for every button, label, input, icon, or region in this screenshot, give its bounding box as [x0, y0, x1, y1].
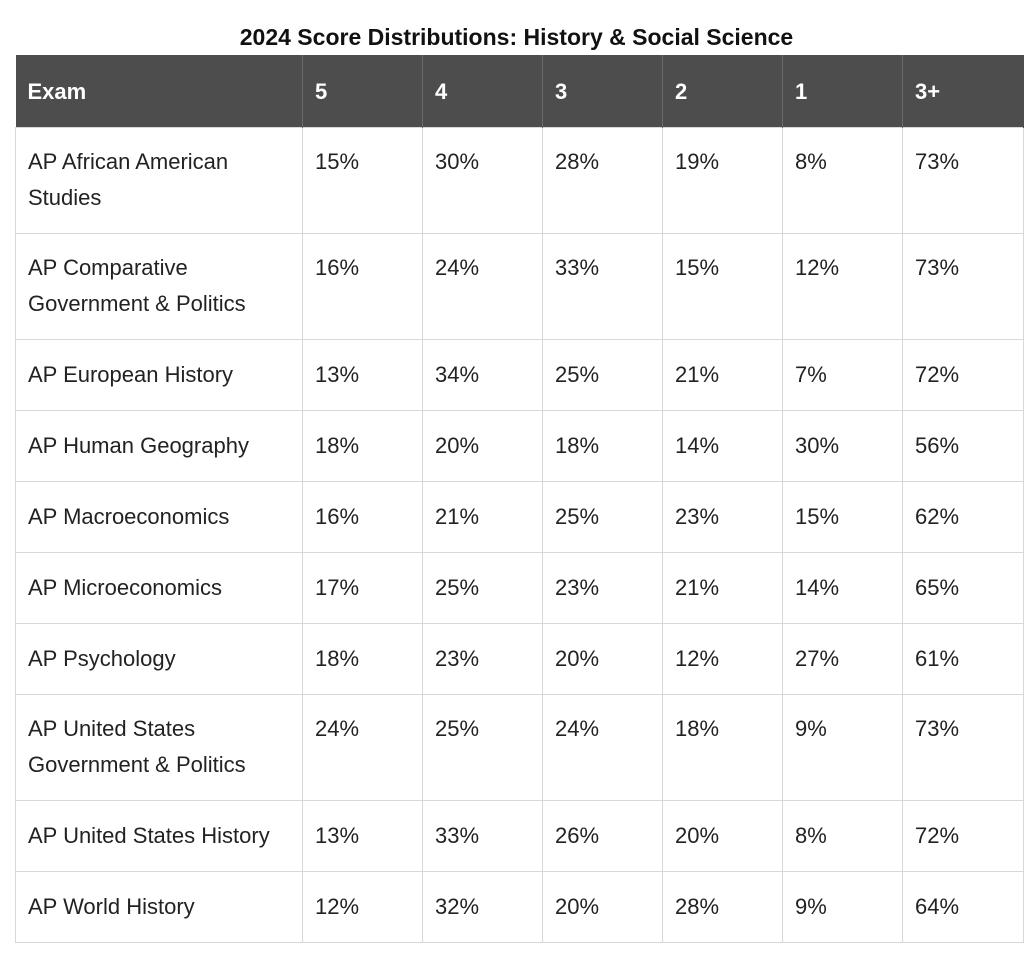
score-1-cell: 14% [782, 552, 903, 624]
score-4-cell: 21% [422, 481, 543, 553]
score-5-cell: 12% [302, 871, 423, 943]
score-3-cell: 25% [542, 339, 663, 411]
score-1-cell: 8% [782, 127, 903, 234]
header-score-3: 3 [542, 55, 663, 128]
score-2-cell: 21% [662, 339, 783, 411]
exam-name-cell: AP Comparative Government & Politics [15, 233, 303, 340]
score-2-cell: 19% [662, 127, 783, 234]
score-4-cell: 25% [422, 552, 543, 624]
score-3-plus-cell: 61% [902, 623, 1024, 695]
header-score-3-plus: 3+ [902, 55, 1024, 128]
score-2-cell: 14% [662, 410, 783, 482]
exam-name-cell: AP African American Studies [15, 127, 303, 234]
table-row: AP World History 12% 32% 20% 28% 9% 64% [15, 871, 1024, 943]
score-3-cell: 33% [542, 233, 663, 340]
score-3-plus-cell: 56% [902, 410, 1024, 482]
score-3-plus-cell: 73% [902, 694, 1024, 801]
score-5-cell: 16% [302, 481, 423, 553]
exam-name-cell: AP World History [15, 871, 303, 943]
score-4-cell: 33% [422, 800, 543, 872]
score-3-cell: 23% [542, 552, 663, 624]
score-3-cell: 20% [542, 623, 663, 695]
score-distribution-table: Exam 5 4 3 2 1 3+ AP African American St… [15, 55, 1024, 943]
score-1-cell: 15% [782, 481, 903, 553]
header-score-4: 4 [422, 55, 543, 128]
score-4-cell: 25% [422, 694, 543, 801]
score-3-cell: 18% [542, 410, 663, 482]
score-4-cell: 30% [422, 127, 543, 234]
score-3-plus-cell: 73% [902, 127, 1024, 234]
score-3-plus-cell: 72% [902, 800, 1024, 872]
score-4-cell: 23% [422, 623, 543, 695]
score-2-cell: 23% [662, 481, 783, 553]
exam-name-cell: AP European History [15, 339, 303, 411]
exam-name-cell: AP Macroeconomics [15, 481, 303, 553]
score-2-cell: 15% [662, 233, 783, 340]
score-5-cell: 13% [302, 339, 423, 411]
table-row: AP Psychology 18% 23% 20% 12% 27% 61% [15, 623, 1024, 695]
score-3-plus-cell: 73% [902, 233, 1024, 340]
score-1-cell: 7% [782, 339, 903, 411]
exam-name-cell: AP United States Government & Politics [15, 694, 303, 801]
table-header-row: Exam 5 4 3 2 1 3+ [15, 55, 1024, 128]
score-4-cell: 20% [422, 410, 543, 482]
score-5-cell: 18% [302, 410, 423, 482]
score-2-cell: 18% [662, 694, 783, 801]
score-3-cell: 28% [542, 127, 663, 234]
score-1-cell: 30% [782, 410, 903, 482]
table-row: AP Microeconomics 17% 25% 23% 21% 14% 65… [15, 552, 1024, 624]
table-title: 2024 Score Distributions: History & Soci… [239, 24, 794, 50]
score-1-cell: 27% [782, 623, 903, 695]
exam-name-cell: AP United States History [15, 800, 303, 872]
score-1-cell: 12% [782, 233, 903, 340]
exam-name-cell: AP Microeconomics [15, 552, 303, 624]
score-5-cell: 15% [302, 127, 423, 234]
score-2-cell: 20% [662, 800, 783, 872]
table-row: AP African American Studies 15% 30% 28% … [15, 127, 1024, 234]
exam-name-cell: AP Psychology [15, 623, 303, 695]
header-score-5: 5 [302, 55, 423, 128]
score-5-cell: 24% [302, 694, 423, 801]
score-2-cell: 21% [662, 552, 783, 624]
score-1-cell: 8% [782, 800, 903, 872]
score-3-plus-cell: 62% [902, 481, 1024, 553]
score-5-cell: 18% [302, 623, 423, 695]
score-3-plus-cell: 72% [902, 339, 1024, 411]
score-3-plus-cell: 64% [902, 871, 1024, 943]
score-2-cell: 12% [662, 623, 783, 695]
score-5-cell: 13% [302, 800, 423, 872]
score-3-plus-cell: 65% [902, 552, 1024, 624]
table-row: AP European History 13% 34% 25% 21% 7% 7… [15, 339, 1024, 411]
score-3-cell: 26% [542, 800, 663, 872]
table-row: AP Macroeconomics 16% 21% 25% 23% 15% 62… [15, 481, 1024, 553]
score-5-cell: 16% [302, 233, 423, 340]
table-row: AP United States Government & Politics 2… [15, 694, 1024, 801]
score-1-cell: 9% [782, 694, 903, 801]
score-4-cell: 34% [422, 339, 543, 411]
score-1-cell: 9% [782, 871, 903, 943]
header-exam: Exam [15, 55, 303, 128]
score-3-cell: 20% [542, 871, 663, 943]
score-3-cell: 25% [542, 481, 663, 553]
score-5-cell: 17% [302, 552, 423, 624]
table-row: AP Human Geography 18% 20% 18% 14% 30% 5… [15, 410, 1024, 482]
score-4-cell: 24% [422, 233, 543, 340]
header-score-2: 2 [662, 55, 783, 128]
table-row: AP Comparative Government & Politics 16%… [15, 233, 1024, 340]
score-4-cell: 32% [422, 871, 543, 943]
exam-name-cell: AP Human Geography [15, 410, 303, 482]
header-score-1: 1 [782, 55, 903, 128]
score-2-cell: 28% [662, 871, 783, 943]
table-row: AP United States History 13% 33% 26% 20%… [15, 800, 1024, 872]
score-3-cell: 24% [542, 694, 663, 801]
